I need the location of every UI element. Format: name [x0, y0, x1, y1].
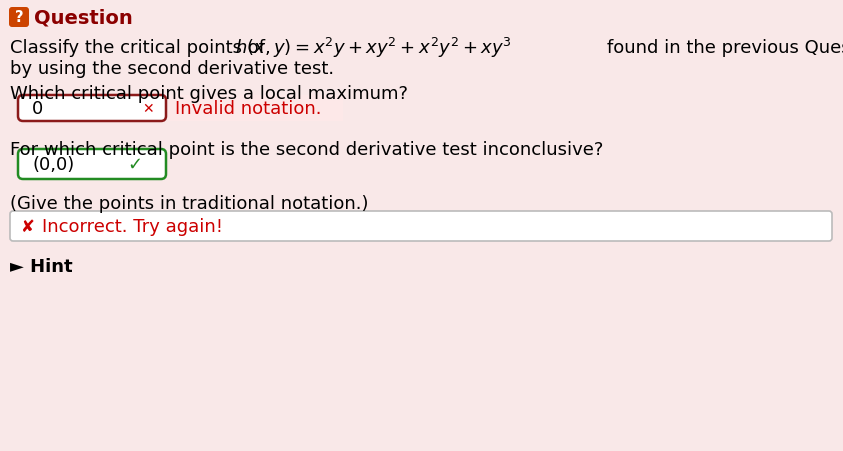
Text: Classify the critical points of: Classify the critical points of: [10, 39, 265, 57]
Text: found in the previous Question: found in the previous Question: [607, 39, 843, 57]
Text: by using the second derivative test.: by using the second derivative test.: [10, 60, 334, 78]
Text: ► Hint: ► Hint: [10, 258, 72, 276]
Text: ✕: ✕: [142, 102, 153, 116]
Text: ?: ?: [14, 10, 24, 25]
Text: $h(x, y) = x^2y + xy^2 + x^2y^2 + xy^3$: $h(x, y) = x^2y + xy^2 + x^2y^2 + xy^3$: [235, 36, 512, 60]
FancyBboxPatch shape: [18, 150, 166, 179]
Text: (0,0): (0,0): [32, 156, 74, 174]
Text: ✘: ✘: [21, 217, 35, 235]
Text: Invalid notation.: Invalid notation.: [175, 100, 321, 118]
Bar: [168, 96, 343, 122]
Text: (Give the points in traditional notation.): (Give the points in traditional notation…: [10, 194, 368, 212]
Text: 0: 0: [32, 100, 43, 118]
Text: For which critical point is the second derivative test inconclusive?: For which critical point is the second d…: [10, 141, 604, 159]
FancyBboxPatch shape: [18, 96, 166, 122]
FancyBboxPatch shape: [10, 212, 832, 241]
Text: Which critical point gives a local maximum?: Which critical point gives a local maxim…: [10, 85, 408, 103]
Text: Incorrect. Try again!: Incorrect. Try again!: [42, 217, 223, 235]
Text: ✓: ✓: [127, 156, 142, 174]
Text: Question: Question: [34, 9, 132, 28]
FancyBboxPatch shape: [9, 8, 29, 28]
